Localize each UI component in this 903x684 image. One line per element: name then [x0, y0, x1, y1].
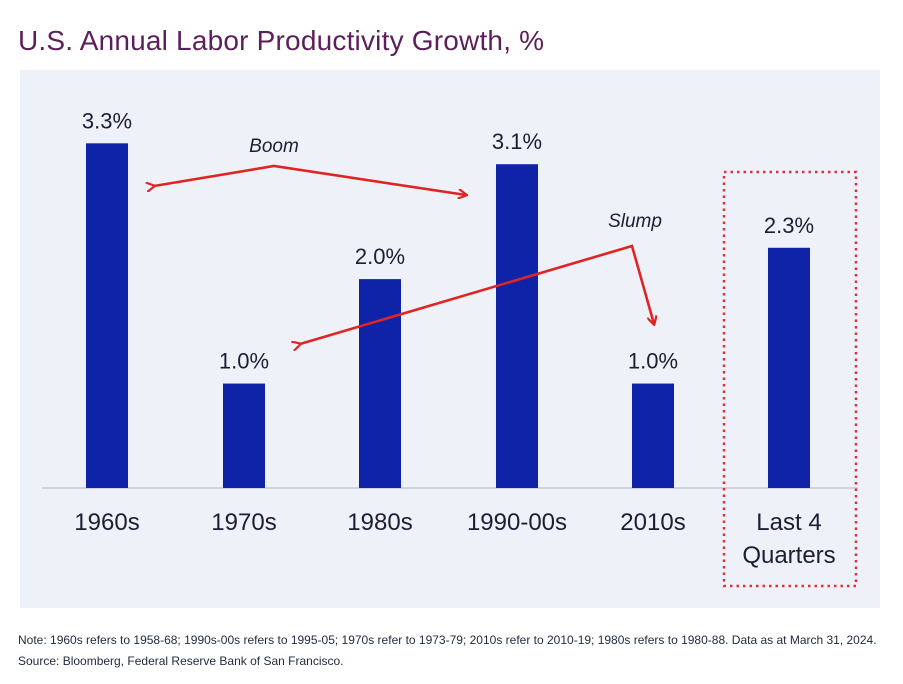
- category-label: 1970s: [211, 509, 276, 536]
- boom-arrow: [154, 164, 466, 195]
- value-labels-layer: 3.3% 1.0% 2.0% 3.1% 1.0% 2.3%: [82, 108, 814, 373]
- value-label: 2.0%: [355, 244, 405, 269]
- value-label: 2.3%: [764, 213, 814, 238]
- category-label: 1960s: [74, 509, 139, 536]
- bar-1990-00s: [496, 164, 538, 488]
- category-labels-layer: 1960s 1970s 1980s 1990-00s 2010s Last 4 Quarte…: [74, 509, 835, 569]
- chart-footnote: Note: 1960s refers to 1958-68; 1990s-00s…: [18, 633, 877, 668]
- bar-1970s: [223, 383, 265, 488]
- category-label: 2010s: [620, 509, 685, 536]
- category-label: Last 4 Quarters: [742, 509, 835, 569]
- slump-arrow: [300, 244, 654, 344]
- value-label: 3.3%: [82, 108, 132, 133]
- chart-panel: 3.3% 1.0% 2.0% 3.1% 1.0% 2.3% 1960s 1970s 1980s…: [20, 70, 880, 608]
- category-label: 1980s: [347, 509, 412, 536]
- category-label: 1990-00s: [467, 509, 567, 536]
- bars-layer: [86, 143, 810, 488]
- bar-chart: 3.3% 1.0% 2.0% 3.1% 1.0% 2.3% 1960s 1970s 1980s…: [42, 108, 858, 588]
- bar-last-4-quarters: [768, 247, 810, 488]
- bar-1960s: [86, 143, 128, 488]
- value-label: 1.0%: [219, 349, 269, 374]
- slump-annotation-label: Slump: [608, 211, 662, 232]
- highlight-box: [722, 170, 858, 588]
- value-label: 1.0%: [628, 349, 678, 374]
- boom-annotation-label: Boom: [249, 136, 299, 157]
- bar-1980s: [359, 279, 401, 488]
- chart-title: U.S. Annual Labor Productivity Growth, %: [18, 24, 545, 56]
- value-label: 3.1%: [492, 129, 542, 154]
- bar-2010s: [632, 383, 674, 488]
